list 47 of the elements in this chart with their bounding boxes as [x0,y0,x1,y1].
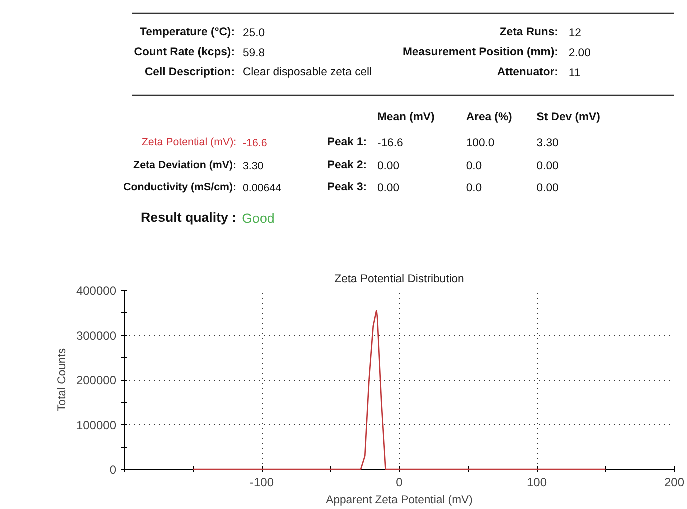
y-tick-label: 300000 [76,328,117,343]
x-axis-title: Apparent Zeta Potential (mV) [326,494,474,506]
text: 0.0 [466,182,482,194]
text: -16.6 [377,138,404,150]
y-tick-label: 200000 [76,374,117,388]
text: 11 [568,68,581,80]
text: Mean (mV) [377,112,435,124]
text: 0.00 [536,160,559,172]
y-tick-label: 0 [110,463,117,477]
text: Attenuator: [497,66,558,78]
x-tick-label: 0 [396,476,404,490]
text: 25.0 [242,28,266,40]
text: Temperature (°C): [140,26,235,38]
text: Peak 1: [327,136,368,148]
chart-title: Zeta Potential Distribution [334,274,464,286]
text: Good [242,211,275,226]
text: 2.00 [568,48,591,60]
text: 100.0 [466,138,495,150]
text: 59.8 [242,48,266,60]
line-series [192,310,606,470]
x-tick-label: 100 [526,476,548,490]
text: Zeta Potential (mV): [142,136,237,148]
text: 0.00 [536,182,559,194]
text: Count Rate (kcps): [134,46,235,58]
text: 0.00 [377,160,400,172]
text: Result quality : [141,210,237,225]
text: 0.0 [466,160,482,172]
text: 0.00 [377,182,400,194]
text: 3.30 [242,160,264,172]
y-tick-label: 400000 [76,284,117,298]
text: St Dev (mV) [536,112,601,124]
x-tick-label: 200 [664,476,685,490]
text: Measurement Position (mm): [402,46,558,58]
text: Clear disposable zeta cell [242,66,372,78]
text: Peak 3: [327,182,368,194]
text: Area (%) [466,112,513,124]
text: Peak 2: [327,160,368,172]
x-tick-label: -100 [250,476,274,490]
text: 12 [568,28,582,40]
text: Zeta Runs: [500,26,558,38]
y-tick-label: 100000 [76,418,117,432]
text: 0.00644 [242,182,282,194]
text: -16.6 [242,138,268,150]
text: 3.30 [536,138,559,150]
text: Cell Description: [144,66,235,78]
text: Zeta Deviation (mV): [134,160,237,172]
y-axis-title: Total Counts [56,348,68,412]
